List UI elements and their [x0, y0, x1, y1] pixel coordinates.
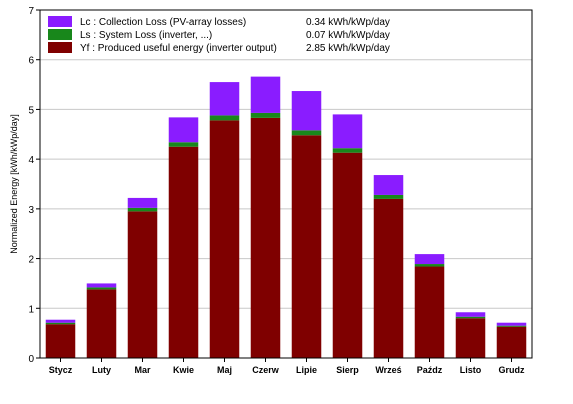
bar-segment — [209, 82, 240, 116]
legend-swatch — [48, 29, 72, 40]
bar-segment — [291, 91, 322, 131]
legend-label: Lc : Collection Loss (PV-array losses) — [80, 17, 246, 28]
y-tick-label: 1 — [28, 304, 34, 315]
y-axis-ticks: 0 1 2 3 4 5 6 7 — [28, 6, 40, 365]
legend-swatch — [48, 16, 72, 27]
bar-segment — [168, 142, 199, 147]
y-tick-label: 7 — [28, 6, 34, 17]
x-tick-label: Listo — [460, 365, 482, 375]
bar-segment — [332, 148, 363, 153]
bar-segment — [45, 322, 76, 325]
bar-segment — [45, 324, 76, 358]
x-tick-label: Paźdz — [417, 365, 443, 375]
plot-frame — [39, 9, 533, 359]
bar-segment — [127, 211, 158, 358]
bar-segment — [455, 318, 486, 358]
bars — [45, 76, 527, 358]
x-tick-label: Sierp — [336, 365, 359, 375]
bar-segment — [250, 112, 281, 118]
bar-segment — [168, 117, 199, 143]
x-tick-label: Wrześ — [375, 365, 401, 375]
legend-value: 2.85 kWh/kWp/day — [306, 43, 390, 54]
y-tick-label: 2 — [28, 255, 34, 266]
x-tick-label: Mar — [134, 365, 151, 375]
bar-segment — [127, 197, 158, 208]
legend-label: Yf : Produced useful energy (inverter ou… — [80, 43, 277, 54]
x-tick-label: Maj — [217, 365, 232, 375]
x-tick-label: Luty — [92, 365, 111, 375]
y-tick-label: 6 — [28, 56, 34, 67]
bar-segment — [127, 207, 158, 212]
y-axis-label: Normalized Energy [kWh/kWp/day] — [9, 114, 19, 254]
bar-segment — [86, 283, 117, 288]
gridlines — [40, 59, 532, 309]
bar-segment — [291, 135, 322, 358]
bar-segment — [414, 264, 445, 267]
bar-segment — [45, 319, 76, 323]
bar-segment — [496, 325, 527, 327]
bar-segment — [373, 198, 404, 358]
bar-segment — [332, 114, 363, 149]
legend-value: 0.07 kWh/kWp/day — [306, 30, 390, 41]
x-tick-label: Kwie — [173, 365, 194, 375]
x-tick-label: Stycz — [49, 365, 73, 375]
bar-segment — [414, 266, 445, 358]
bar-segment — [496, 322, 527, 326]
y-tick-label: 3 — [28, 205, 34, 216]
bar-segment — [373, 175, 404, 195]
bar-segment — [496, 326, 527, 358]
legend-value: 0.34 kWh/kWp/day — [306, 17, 390, 28]
bar-segment — [250, 117, 281, 358]
bar-segment — [250, 76, 281, 113]
legend-label: Ls : System Loss (inverter, ...) — [80, 30, 212, 41]
x-tick-label: Czerw — [252, 365, 280, 375]
x-tick-label: Lipie — [296, 365, 317, 375]
x-axis-ticks: Stycz Luty Mar Kwie Maj Czerw Lipie Sierp Wrześ P… — [49, 358, 525, 375]
legend: Lc : Collection Loss (PV-array losses) 0.… — [48, 16, 390, 54]
x-tick-label: Grudz — [499, 365, 525, 375]
bar-segment — [455, 316, 486, 319]
bar-segment — [414, 254, 445, 265]
bar-segment — [291, 130, 322, 136]
y-tick-label: 4 — [28, 155, 34, 166]
bar-segment — [332, 152, 363, 358]
bar-segment — [455, 312, 486, 317]
bar-segment — [86, 289, 117, 358]
legend-swatch — [48, 42, 72, 53]
bar-segment — [168, 146, 199, 358]
bar-segment — [373, 194, 404, 199]
bar-segment — [209, 120, 240, 358]
bar-segment — [209, 115, 240, 121]
y-tick-label: 0 — [28, 354, 34, 365]
bar-segment — [86, 287, 117, 290]
y-tick-label: 5 — [28, 105, 34, 116]
